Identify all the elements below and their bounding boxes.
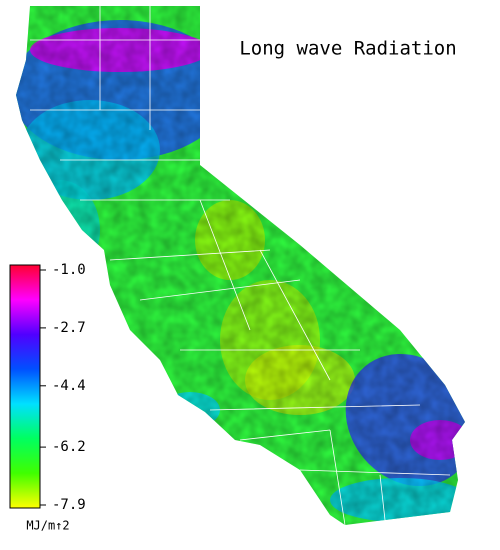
map-title: Long wave Radiation — [239, 38, 456, 60]
colorbar-tick-label: -7.9 — [52, 497, 86, 513]
colorbar-unit: MJ/m↑2 — [26, 519, 69, 533]
colorbar-tick-label: -4.4 — [52, 378, 86, 394]
colorbar — [9, 264, 41, 509]
colorbar-tick-label: -2.7 — [52, 320, 86, 336]
colorbar-tick-label: -6.2 — [52, 439, 86, 455]
colorbar-tick-label: -1.0 — [52, 262, 86, 278]
